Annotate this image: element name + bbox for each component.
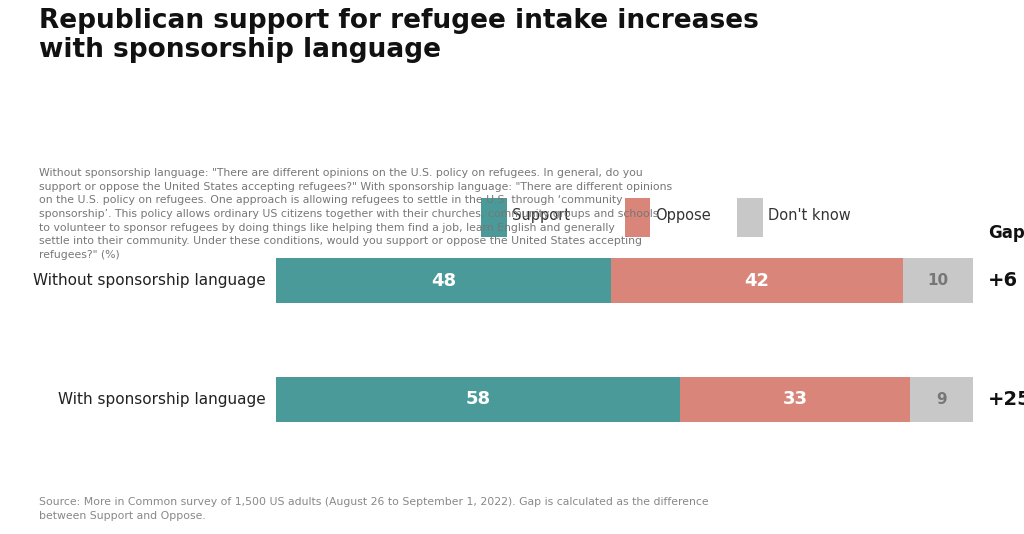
Bar xyxy=(737,194,763,237)
Text: 9: 9 xyxy=(936,392,947,407)
Text: Support: Support xyxy=(512,208,570,223)
Bar xyxy=(903,258,973,303)
Text: 33: 33 xyxy=(782,390,808,409)
Text: 58: 58 xyxy=(466,390,490,409)
Text: Don't know: Don't know xyxy=(768,208,851,223)
Bar xyxy=(625,194,650,237)
Bar xyxy=(276,258,610,303)
Text: 10: 10 xyxy=(928,273,948,288)
Text: Without sponsorship language: Without sponsorship language xyxy=(34,273,266,288)
Bar xyxy=(276,377,680,422)
Text: 42: 42 xyxy=(744,272,769,289)
Text: With sponsorship language: With sponsorship language xyxy=(58,392,266,407)
Bar xyxy=(610,258,903,303)
Bar xyxy=(910,377,973,422)
Text: +25: +25 xyxy=(988,390,1024,409)
Text: 48: 48 xyxy=(431,272,456,289)
Bar xyxy=(481,194,507,237)
Text: Republican support for refugee intake increases
with sponsorship language: Republican support for refugee intake in… xyxy=(39,8,759,63)
Text: Without sponsorship language: "There are different opinions on the U.S. policy o: Without sponsorship language: "There are… xyxy=(39,168,672,260)
Text: Gap: Gap xyxy=(988,224,1024,242)
Bar xyxy=(680,377,910,422)
Text: Oppose: Oppose xyxy=(655,208,711,223)
Text: Source: More in Common survey of 1,500 US adults (August 26 to September 1, 2022: Source: More in Common survey of 1,500 U… xyxy=(39,498,709,521)
Text: +6: +6 xyxy=(988,271,1018,290)
